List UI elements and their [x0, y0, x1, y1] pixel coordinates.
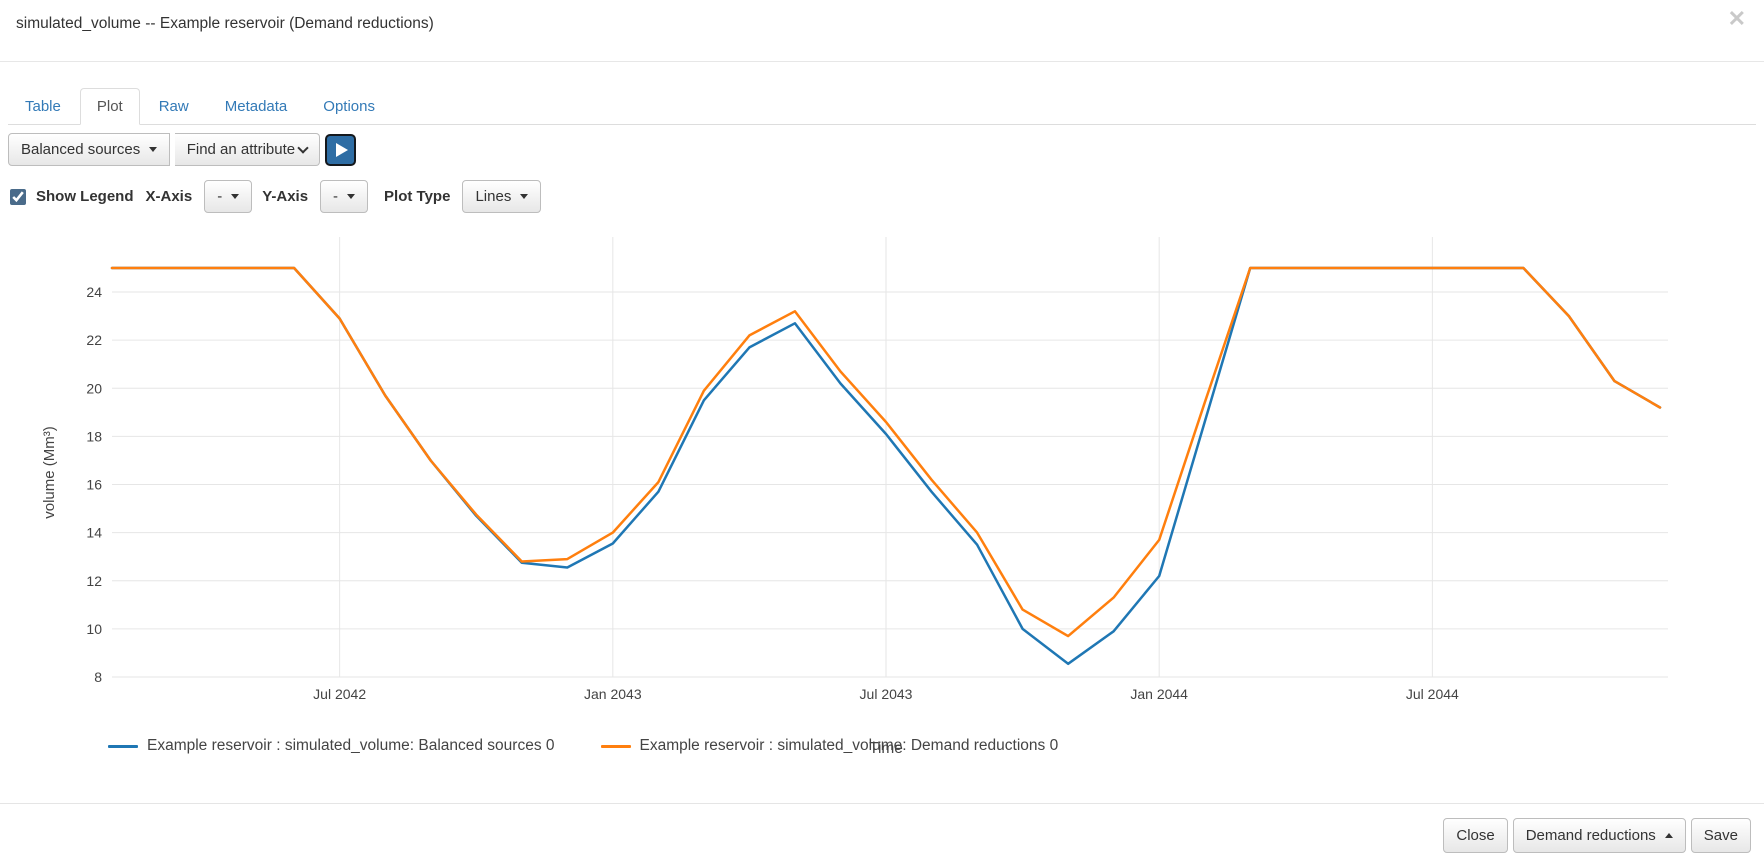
svg-text:Jul 2044: Jul 2044	[1406, 686, 1459, 702]
show-legend-checkbox[interactable]	[10, 188, 26, 205]
y-axis-dropdown[interactable]: -	[320, 180, 369, 213]
close-button[interactable]: Close	[1443, 817, 1508, 853]
plot-type-dropdown[interactable]: Lines	[462, 180, 542, 213]
play-icon	[336, 142, 349, 157]
svg-text:Jan 2044: Jan 2044	[1130, 686, 1188, 702]
plot-svg[interactable]: 8 10 12 14 16 18 20 22 24 Jul 2042 Jan 2043 Jul 204…	[8, 220, 1764, 715]
svg-text:10: 10	[86, 621, 102, 637]
legend-item-demand-reductions[interactable]: Example reservoir : simulated_volume: De…	[600, 737, 1058, 755]
caret-down-icon	[347, 194, 356, 199]
modal-footer: Close Demand reductions Save	[0, 803, 1764, 866]
x-axis-dropdown[interactable]: -	[204, 180, 253, 213]
caret-down-icon	[231, 194, 240, 199]
tab-table[interactable]: Table	[25, 98, 61, 115]
chevron-down-icon	[297, 141, 309, 154]
tab-bar: Table Plot Raw Metadata Options	[8, 88, 1756, 125]
svg-text:14: 14	[86, 525, 102, 541]
x-axis-title: Time	[869, 740, 903, 757]
show-legend-label: Show Legend	[36, 188, 134, 205]
selector-group: Balanced sources Find an attribute	[8, 133, 321, 166]
svg-text:Jul 2042: Jul 2042	[313, 686, 366, 702]
svg-text:24: 24	[86, 284, 102, 300]
svg-text:Jul 2043: Jul 2043	[860, 686, 913, 702]
svg-text:22: 22	[86, 332, 102, 348]
caret-up-icon	[1664, 832, 1673, 838]
tab-plot[interactable]: Plot	[79, 88, 140, 125]
caret-down-icon	[520, 194, 529, 199]
svg-text:20: 20	[86, 380, 102, 396]
plot-type-label: Plot Type	[384, 188, 451, 205]
close-icon[interactable]: ✕	[1727, 6, 1746, 31]
caret-down-icon	[149, 147, 158, 152]
x-axis-label: X-Axis	[145, 188, 193, 205]
modal-header: simulated_volume -- Example reservoir (D…	[0, 0, 1764, 62]
svg-text:volume (Mm³): volume (Mm³)	[41, 426, 58, 519]
modal-title: simulated_volume -- Example reservoir (D…	[16, 15, 434, 32]
scenario-dropdown[interactable]: Balanced sources	[8, 133, 171, 166]
legend-item-balanced-sources[interactable]: Example reservoir : simulated_volume: Ba…	[108, 737, 555, 755]
tab-metadata[interactable]: Metadata	[224, 98, 288, 115]
legend-line-swatch	[600, 744, 631, 748]
legend: Example reservoir : simulated_volume: Ba…	[108, 737, 1058, 755]
svg-text:Jan 2043: Jan 2043	[584, 686, 642, 702]
tab-raw[interactable]: Raw	[158, 98, 189, 115]
run-button[interactable]	[325, 133, 357, 166]
scenario-dropup[interactable]: Demand reductions	[1512, 817, 1686, 853]
y-axis-label: Y-Axis	[262, 188, 309, 205]
legend-line-swatch	[108, 744, 138, 748]
svg-text:16: 16	[86, 477, 102, 493]
tab-options[interactable]: Options	[323, 98, 375, 115]
svg-text:8: 8	[94, 669, 102, 685]
legend-row: Time Example reservoir : simulated_volum…	[8, 737, 1756, 761]
svg-text:12: 12	[86, 573, 102, 589]
svg-text:18: 18	[86, 428, 102, 444]
save-button[interactable]: Save	[1690, 817, 1751, 853]
attribute-dropdown[interactable]: Find an attribute	[174, 133, 321, 166]
